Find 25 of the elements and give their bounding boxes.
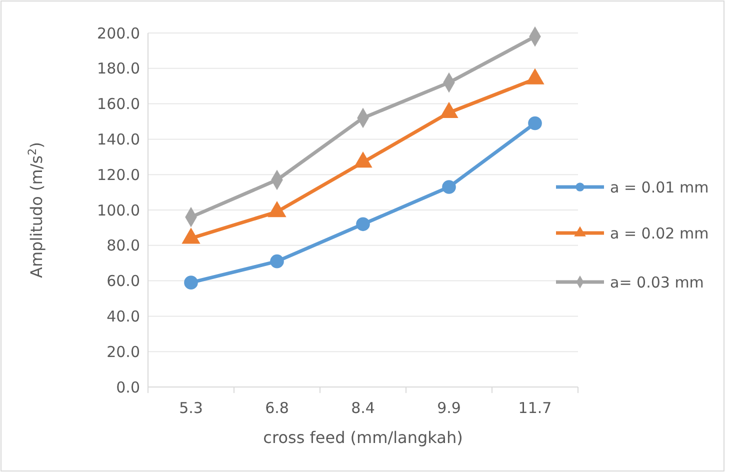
legend-label: a = 0.02 mm xyxy=(610,224,709,242)
point xyxy=(528,116,542,130)
y-tick-label: 80.0 xyxy=(106,236,140,255)
legend-label: a= 0.03 mm xyxy=(610,273,704,292)
y-tick-label: 140.0 xyxy=(97,130,140,148)
x-tick-label: 11.7 xyxy=(518,399,552,417)
y-tick-label: 0.0 xyxy=(116,378,140,396)
legend-label: a = 0.01 mm xyxy=(610,178,709,196)
y-tick-label: 20.0 xyxy=(106,342,140,361)
point xyxy=(356,217,370,232)
x-tick-label: 9.9 xyxy=(437,399,461,417)
x-axis-title: cross feed (mm/langkah) xyxy=(263,428,463,447)
point xyxy=(270,254,284,268)
y-tick-label: 180.0 xyxy=(97,60,140,78)
y-tick-label: 40.0 xyxy=(106,307,140,326)
y-tick-label: 120.0 xyxy=(97,166,140,184)
y-tick-label: 100.0 xyxy=(97,201,140,220)
x-tick-label: 8.4 xyxy=(351,399,375,417)
point xyxy=(184,276,198,290)
x-tick-label: 5.3 xyxy=(179,399,203,417)
point xyxy=(442,180,456,194)
x-tick-label: 6.8 xyxy=(265,399,289,417)
y-tick-label: 60.0 xyxy=(106,272,140,290)
y-tick-label: 160.0 xyxy=(97,95,140,114)
y-tick-label: 200.0 xyxy=(97,24,140,42)
